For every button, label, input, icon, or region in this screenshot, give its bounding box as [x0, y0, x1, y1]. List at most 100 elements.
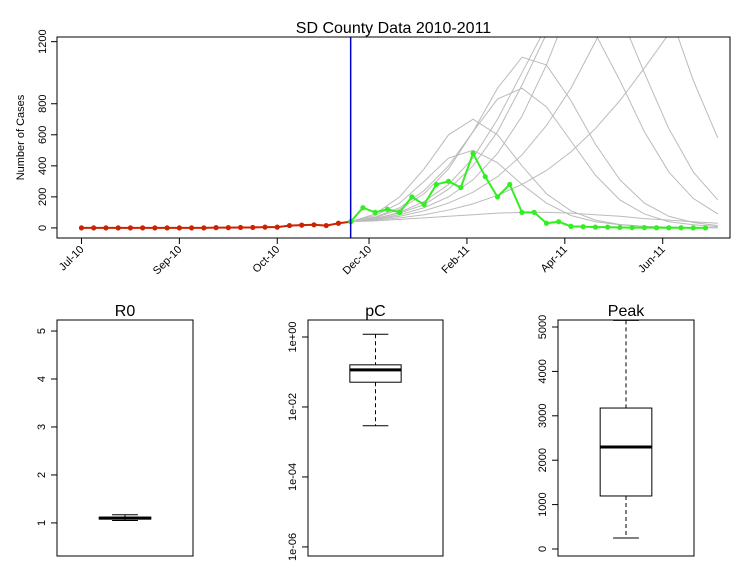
data-point [115, 225, 121, 231]
y-tick-label: 1e-04 [287, 463, 299, 491]
line-panel: SD County Data 2010-2011 Number of Cases 0… [15, 20, 731, 278]
data-point [421, 202, 427, 208]
y-tick-label: 5 [36, 328, 48, 334]
chart-title: Peak [608, 303, 645, 320]
chart-title: pC [365, 303, 385, 320]
data-point [690, 225, 696, 231]
y-tick-label: 0 [37, 225, 49, 231]
data-point [433, 181, 439, 188]
data-point [225, 225, 231, 231]
data-point [164, 225, 170, 231]
data-point [543, 220, 550, 226]
chart-title: SD County Data 2010-2011 [296, 20, 491, 37]
y-tick-label: 1e-06 [287, 533, 299, 561]
box-panel: pC 1e+00 1e-02 1e-04 1e-06 [287, 303, 444, 561]
y-tick-label: 800 [37, 95, 49, 113]
plot-frame [557, 319, 695, 557]
data-point [286, 222, 293, 229]
data-point [678, 225, 684, 231]
data-point [653, 225, 660, 231]
y-tick-label: 4 [36, 376, 48, 382]
y-tick-label: 2 [36, 472, 48, 478]
data-point [262, 224, 268, 230]
data-point [323, 222, 329, 229]
data-point [702, 225, 709, 231]
plot-area [78, 37, 719, 231]
data-point [458, 184, 464, 191]
data-point [409, 194, 415, 200]
data-point [580, 224, 586, 230]
data-point [91, 225, 97, 231]
x-tick-label: Oct-10 [251, 244, 283, 276]
data-point [78, 225, 85, 231]
data-point [311, 222, 317, 228]
data-point [494, 194, 501, 200]
series-line [350, 37, 719, 223]
data-point [384, 206, 390, 212]
data-point [103, 225, 109, 231]
data-point [360, 205, 366, 211]
data-point [470, 150, 476, 157]
series-line [350, 37, 719, 223]
data-point [152, 225, 158, 231]
x-tick-label: Apr-11 [539, 244, 570, 275]
box-panel: Peak 0 1000 2000 3000 4000 5000 [537, 303, 695, 557]
data-point [605, 224, 611, 230]
box [349, 364, 402, 383]
y-tick-label: 5000 [537, 315, 549, 339]
data-point [250, 224, 256, 231]
plot-frame [56, 36, 731, 239]
data-point [397, 209, 403, 215]
series-line [350, 37, 719, 223]
series-line [350, 37, 599, 223]
data-point [372, 209, 378, 215]
data-point [617, 224, 623, 231]
y-tick-label: 3 [36, 424, 48, 430]
box-panel: R0 1 2 3 4 5 [36, 303, 194, 557]
y-tick-label: 1 [36, 520, 48, 526]
y-axis-label: Number of Cases [15, 94, 27, 180]
data-point [445, 178, 452, 184]
plot-frame [56, 319, 194, 557]
data-point [568, 223, 574, 229]
y-tick-label: 600 [37, 126, 49, 144]
y-tick-label: 2000 [537, 448, 549, 472]
data-point [519, 209, 525, 215]
data-point [507, 181, 513, 188]
y-tick-label: 4000 [537, 359, 549, 383]
data-point [629, 225, 635, 231]
data-point [127, 225, 134, 231]
x-tick-label: Dec-10 [341, 244, 375, 278]
data-point [556, 219, 562, 225]
y-tick-label: 1e+00 [287, 322, 299, 353]
x-tick-label: Jun-11 [636, 244, 668, 276]
y-tick-label: 1000 [537, 492, 549, 516]
data-point [531, 209, 537, 215]
data-point [237, 224, 244, 231]
y-tick-label: 3000 [537, 404, 549, 428]
series-line [350, 37, 668, 223]
y-tick-label: 200 [37, 188, 49, 206]
data-point [274, 224, 280, 230]
chart-title: R0 [115, 303, 136, 320]
data-point [213, 225, 219, 231]
y-tick-label: 1200 [37, 29, 49, 53]
data-point [299, 222, 305, 228]
data-point [335, 220, 342, 226]
y-tick-label: 400 [37, 157, 49, 175]
y-tick-label: 1e-02 [287, 393, 299, 421]
y-tick-label: 0 [537, 546, 549, 552]
data-point [666, 225, 672, 231]
data-point [176, 225, 182, 231]
x-tick-label: Sep-10 [151, 244, 185, 278]
data-point [482, 174, 488, 180]
data-point [201, 225, 207, 231]
data-point [189, 225, 195, 231]
box [599, 407, 653, 497]
data-point [592, 224, 599, 230]
data-point [641, 225, 647, 231]
x-tick-label: Feb-11 [439, 244, 472, 277]
data-point [140, 225, 146, 231]
x-tick-label: Jul-10 [57, 244, 87, 274]
plot-frame [307, 319, 444, 557]
